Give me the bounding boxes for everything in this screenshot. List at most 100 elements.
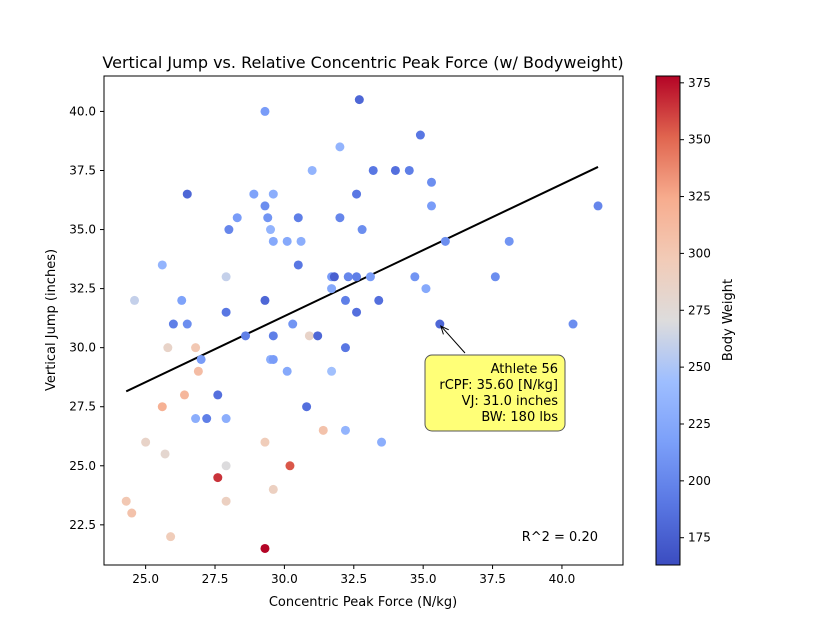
scatter-point	[352, 272, 362, 282]
colorbar-label: Body Weight	[721, 279, 736, 361]
r-squared-label: R^2 = 0.20	[522, 530, 598, 545]
y-axis: 22.5 25.0 27.5 30.0 32.5 35.0 37.5 40.0	[69, 104, 104, 532]
scatter-point	[266, 225, 276, 235]
scatter-point	[268, 354, 278, 364]
colorbar-tick-label: 250	[688, 360, 711, 374]
scatter-point	[221, 496, 231, 506]
scatter-point	[268, 331, 278, 341]
scatter-point	[268, 484, 278, 494]
regression-line	[125, 166, 599, 393]
colorbar-tick-label: 200	[688, 474, 711, 488]
x-tick-label: 27.5	[202, 572, 229, 586]
scatter-point	[160, 449, 170, 459]
scatter-point	[340, 343, 350, 353]
scatter-point	[354, 95, 364, 105]
y-tick-label: 35.0	[69, 223, 96, 237]
x-tick-label: 37.5	[479, 572, 506, 586]
scatter-point	[224, 225, 234, 235]
y-tick-label: 25.0	[69, 459, 96, 473]
scatter-point	[221, 414, 231, 424]
scatter-point	[307, 165, 317, 175]
x-tick-label: 32.5	[340, 572, 367, 586]
scatter-point	[404, 165, 414, 175]
y-tick-label: 27.5	[69, 400, 96, 414]
scatter-point	[191, 343, 201, 353]
scatter-point	[260, 543, 270, 553]
scatter-point	[282, 236, 292, 246]
chart-title: Vertical Jump vs. Relative Concentric Pe…	[102, 53, 623, 72]
colorbar-tick-label: 225	[688, 417, 711, 431]
scatter-point	[182, 319, 192, 329]
scatter-point	[232, 213, 242, 223]
scatter-point	[260, 295, 270, 305]
colorbar-frame	[655, 75, 681, 566]
scatter-point	[421, 284, 431, 294]
x-tick-label: 40.0	[549, 572, 576, 586]
scatter-point	[213, 473, 223, 483]
scatter-point	[352, 189, 362, 199]
colorbar-tick-label: 300	[688, 246, 711, 260]
scatter-point	[260, 106, 270, 116]
scatter-point	[313, 331, 323, 341]
colorbar-tick-label: 350	[688, 133, 711, 147]
scatter-point	[340, 295, 350, 305]
y-axis-label: Vertical Jump (inches)	[44, 249, 59, 391]
x-axis: 25.0 27.5 30.0 32.5 35.0 37.5 40.0	[132, 565, 575, 586]
scatter-point	[335, 213, 345, 223]
scatter-point	[390, 165, 400, 175]
scatter-point	[202, 414, 212, 424]
scatter-point	[440, 236, 450, 246]
y-tick-label: 37.5	[69, 163, 96, 177]
scatter-point	[377, 437, 387, 447]
scatter-point	[260, 437, 270, 447]
x-tick-label: 35.0	[410, 572, 437, 586]
scatter-point	[127, 508, 137, 518]
scatter-point	[340, 425, 350, 435]
annotation-box	[424, 354, 566, 432]
scatter-point	[282, 366, 292, 376]
annotation-line: rCPF: 35.60 [N/kg]	[439, 378, 558, 393]
colorbar-tick-label: 375	[688, 76, 711, 90]
scatter-point	[182, 189, 192, 199]
scatter-point	[368, 165, 378, 175]
annotation-line: VJ: 31.0 inches	[462, 394, 559, 409]
x-tick-label: 30.0	[271, 572, 298, 586]
scatter-point	[177, 295, 187, 305]
x-axis-label: Concentric Peak Force (N/kg)	[269, 595, 457, 610]
scatter-point	[327, 366, 337, 376]
colorbar-tick-label: 275	[688, 303, 711, 317]
annotation-arrow	[441, 326, 466, 354]
scatter-point	[141, 437, 151, 447]
colorbar-tick-label: 325	[688, 190, 711, 204]
scatter-point	[121, 496, 131, 506]
scatter-point	[193, 366, 203, 376]
scatter-point	[285, 461, 295, 471]
annotation-arrowhead	[440, 325, 449, 335]
scatter-point	[365, 272, 375, 282]
x-tick-label: 25.0	[132, 572, 159, 586]
y-tick-label: 30.0	[69, 341, 96, 355]
scatter-point	[335, 142, 345, 152]
annotation-line: BW: 180 lbs	[481, 410, 558, 425]
points-layer	[121, 95, 603, 553]
scatter-point	[130, 295, 140, 305]
scatter-point	[221, 307, 231, 317]
scatter-point	[293, 213, 303, 223]
annotation-line: Athlete 56	[491, 362, 558, 377]
scatter-point	[593, 201, 603, 211]
scatter-point	[241, 331, 251, 341]
colorbar: 175 200 225 250 275 300 325 350 375 Body Weight	[655, 75, 736, 566]
scatter-point	[157, 260, 167, 270]
scatter-point	[357, 225, 367, 235]
scatter-point	[296, 236, 306, 246]
scatter-point	[260, 201, 270, 211]
fit-line-layer	[125, 166, 599, 393]
scatter-point	[263, 213, 273, 223]
scatter-point	[327, 284, 337, 294]
scatter-point	[213, 390, 223, 400]
y-tick-label: 40.0	[69, 104, 96, 118]
